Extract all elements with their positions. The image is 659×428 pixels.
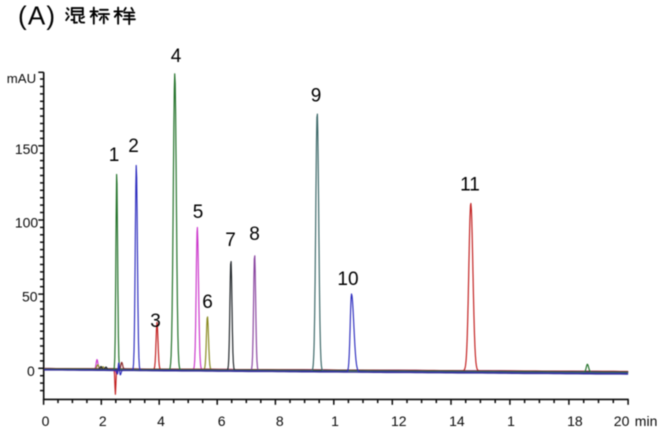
svg-text:12: 12 bbox=[391, 413, 407, 428]
svg-text:8: 8 bbox=[249, 224, 260, 245]
svg-text:1: 1 bbox=[109, 145, 120, 166]
svg-text:8: 8 bbox=[276, 413, 284, 428]
svg-text:9: 9 bbox=[311, 86, 322, 107]
svg-text:18: 18 bbox=[567, 413, 583, 428]
svg-text:1: 1 bbox=[507, 413, 515, 428]
svg-text:14: 14 bbox=[449, 413, 465, 428]
svg-text:2: 2 bbox=[128, 136, 139, 157]
svg-text:mAU: mAU bbox=[7, 71, 36, 86]
svg-text:min: min bbox=[635, 413, 658, 428]
svg-text:2: 2 bbox=[99, 413, 107, 428]
svg-text:4: 4 bbox=[171, 46, 182, 67]
svg-text:5: 5 bbox=[193, 202, 204, 223]
svg-text:50: 50 bbox=[22, 288, 38, 304]
svg-text:150: 150 bbox=[15, 141, 39, 157]
svg-text:20: 20 bbox=[614, 413, 630, 428]
svg-text:3: 3 bbox=[150, 311, 161, 332]
svg-text:10: 10 bbox=[337, 269, 358, 290]
svg-text:11: 11 bbox=[460, 175, 480, 196]
svg-text:6: 6 bbox=[202, 292, 213, 313]
svg-text:4: 4 bbox=[157, 413, 165, 428]
svg-text:(A): (A) bbox=[18, 0, 56, 30]
svg-text:6: 6 bbox=[218, 413, 226, 428]
svg-text:100: 100 bbox=[15, 215, 39, 231]
svg-text:0: 0 bbox=[27, 363, 35, 379]
svg-text:1: 1 bbox=[331, 413, 339, 428]
svg-text:0: 0 bbox=[42, 413, 50, 428]
svg-text:7: 7 bbox=[225, 230, 236, 251]
